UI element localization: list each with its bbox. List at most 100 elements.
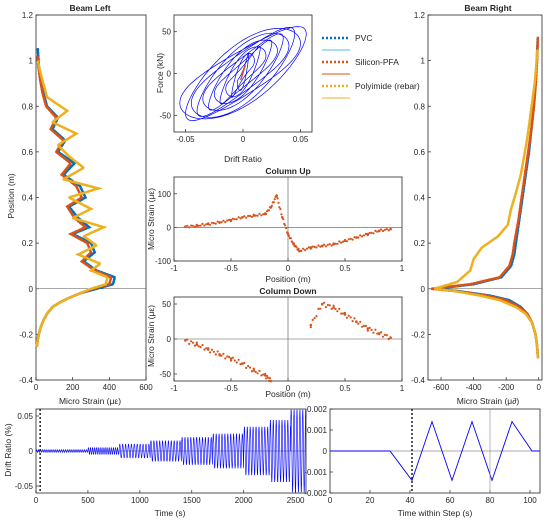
column-down-point xyxy=(266,374,269,378)
column-down-point xyxy=(357,322,360,325)
column-down-title: Column Down xyxy=(259,286,316,296)
column-up-point xyxy=(311,245,314,248)
hysteresis-panel: Force (kN) Drift Ratio -0.05 0 0.05 -50 0 50 xyxy=(155,14,313,164)
column-up-point xyxy=(260,214,263,217)
column-down-data-point xyxy=(355,320,358,323)
column-up-point xyxy=(351,238,354,241)
beam-right-xlabel: Micro Strain (μ∂) xyxy=(457,396,520,406)
column-up-data-point xyxy=(275,194,278,197)
column-up-point xyxy=(273,198,276,201)
column-down-xtick-label: -1 xyxy=(170,384,178,393)
step-detail-xlabel: Time within Step (s) xyxy=(398,508,473,518)
step-detail-ytick-label: -0.002 xyxy=(304,489,327,498)
column-up-data-point xyxy=(218,221,221,224)
column-up-xtick-label: 0 xyxy=(286,264,291,273)
column-down-point xyxy=(210,348,214,351)
column-down-point xyxy=(345,316,348,319)
beam-left-ytick-label: 0.6 xyxy=(22,148,34,157)
column-up-point xyxy=(247,214,250,218)
column-up-point xyxy=(361,235,364,238)
beam-right-ytick-label: 0.2 xyxy=(414,239,426,248)
beam-left-plot-frame xyxy=(35,14,147,381)
beam-right-ytick-label: 0 xyxy=(421,285,426,294)
column-down-point xyxy=(381,335,385,338)
column-up-data-point xyxy=(320,244,324,248)
legend-label-silicon: Silicon-PFA xyxy=(355,57,399,67)
column-down-point xyxy=(199,346,202,349)
column-up-point xyxy=(297,247,300,250)
column-down-ytick-label: 50 xyxy=(162,300,171,309)
beam-left-ytick-label: -0.4 xyxy=(19,376,33,385)
column-up-xtick-label: -0.5 xyxy=(224,264,238,273)
column-up-point xyxy=(258,212,261,215)
column-up-point xyxy=(380,228,383,231)
column-up-data-point xyxy=(332,242,335,246)
column-down-point xyxy=(191,341,195,344)
column-up-data-point xyxy=(377,229,381,233)
beam-left-xtick-label: 400 xyxy=(103,383,117,392)
column-down-point xyxy=(252,367,255,370)
column-up-point xyxy=(239,217,242,220)
column-up-point xyxy=(336,242,339,245)
column-up-point xyxy=(383,228,386,231)
column-up-point xyxy=(328,243,331,246)
beam-right-ytick-label: 1 xyxy=(421,57,426,66)
column-down-point xyxy=(309,326,312,329)
column-down-point xyxy=(201,343,204,347)
column-down-point xyxy=(380,331,383,334)
step-detail-xtick-label: 0 xyxy=(328,496,333,505)
column-down-point xyxy=(351,320,354,323)
column-down-point xyxy=(315,315,318,318)
column-down-point xyxy=(245,366,248,369)
drift-history-ytick-label: 0 xyxy=(29,447,34,456)
column-up-point xyxy=(276,197,279,200)
beam-right-xtick-label: 0 xyxy=(537,383,542,392)
beam-right-ytick-label: 0.4 xyxy=(414,194,426,203)
drift-history-xtick-label: 0 xyxy=(34,496,39,505)
column-down-point xyxy=(212,350,215,353)
legend-label-polyimide: Polyimide (rebar) xyxy=(355,81,420,91)
column-up-point xyxy=(193,225,196,228)
column-up-point xyxy=(214,222,217,225)
step-detail-ytick-label: 0 xyxy=(323,447,328,456)
column-up-panel: Column Up Micro Strain (με) Position (m)… xyxy=(146,166,405,284)
column-up-point xyxy=(191,224,195,227)
column-down-point xyxy=(233,359,236,362)
step-detail-ytick-label: -0.001 xyxy=(304,468,327,477)
column-down-point xyxy=(372,331,375,334)
column-up-point xyxy=(368,231,371,235)
hysteresis-ytick-label: 50 xyxy=(162,28,171,37)
column-down-xtick-label: 0.5 xyxy=(339,384,351,393)
drift-history-panel: Drift Ratio (%) Time (s) 0 500 1000 1500 200… xyxy=(3,408,307,518)
column-up-point xyxy=(224,221,227,224)
drift-history-ylabel: Drift Ratio (%) xyxy=(3,423,13,477)
beam-right-ytick-label: -0.2 xyxy=(411,330,425,339)
column-up-xtick-label: 0.5 xyxy=(339,264,351,273)
column-down-data-point xyxy=(241,362,244,365)
hysteresis-xtick-label: 0 xyxy=(241,135,246,144)
column-down-point xyxy=(376,332,379,335)
beam-left-ytick-label: -0.2 xyxy=(19,330,33,339)
column-up-data-point xyxy=(286,232,290,236)
column-down-point xyxy=(247,364,250,368)
column-down-point xyxy=(265,377,268,380)
column-up-point xyxy=(279,207,282,211)
column-down-point xyxy=(313,316,316,320)
beam-left-ytick-label: 0.2 xyxy=(22,239,34,248)
column-up-point xyxy=(228,218,231,221)
column-down-point xyxy=(368,326,371,329)
column-up-point xyxy=(256,214,259,217)
column-down-point xyxy=(340,312,343,315)
column-down-point xyxy=(362,324,366,327)
beam-right-polyimide-series-line xyxy=(434,47,540,359)
column-down-point xyxy=(216,350,219,353)
column-down-data-point xyxy=(366,327,370,330)
column-up-point xyxy=(190,224,193,227)
column-up-point xyxy=(280,213,283,216)
drift-history-signal xyxy=(35,409,307,493)
drift-history-xtick-label: 1500 xyxy=(183,496,201,505)
step-detail-panel: Time within Step (s) 0 20 40 60 80 100 -0.002 -… xyxy=(304,405,541,518)
hysteresis-xtick-label: 0.05 xyxy=(293,135,309,144)
hysteresis-ylabel: Force (kN) xyxy=(155,53,165,93)
column-up-point xyxy=(226,219,229,222)
